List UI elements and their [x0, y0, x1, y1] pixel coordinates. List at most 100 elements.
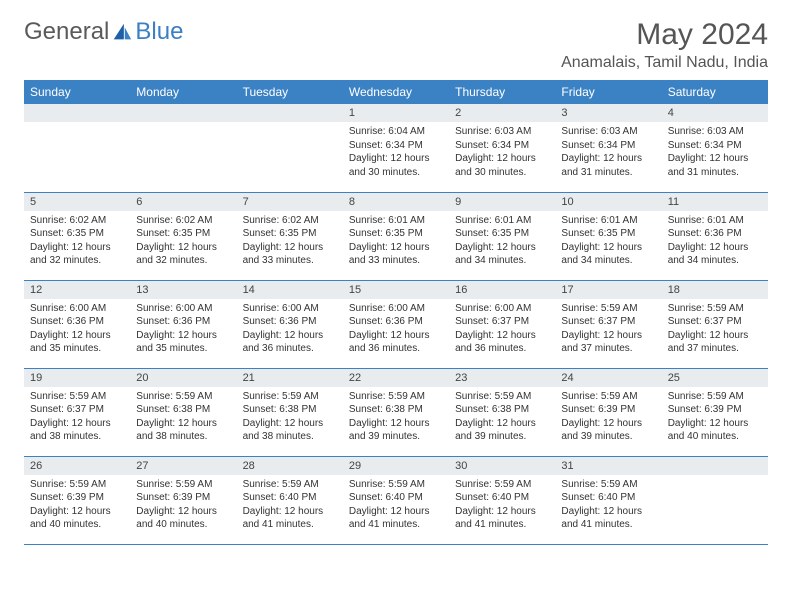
sunset-text: Sunset: 6:36 PM [349, 315, 443, 329]
day-number: 21 [237, 369, 343, 387]
weekday-header: Saturday [662, 80, 768, 104]
calendar-day-cell: 11Sunrise: 6:01 AMSunset: 6:36 PMDayligh… [662, 192, 768, 280]
day-content: Sunrise: 6:01 AMSunset: 6:35 PMDaylight:… [449, 211, 555, 274]
calendar-day-cell: 31Sunrise: 5:59 AMSunset: 6:40 PMDayligh… [555, 456, 661, 544]
day-number: 19 [24, 369, 130, 387]
day-number: 23 [449, 369, 555, 387]
sunset-text: Sunset: 6:36 PM [30, 315, 124, 329]
day-number: 4 [662, 104, 768, 122]
weekday-header: Tuesday [237, 80, 343, 104]
calendar-day-cell: 27Sunrise: 5:59 AMSunset: 6:39 PMDayligh… [130, 456, 236, 544]
day-number: 15 [343, 281, 449, 299]
sunset-text: Sunset: 6:35 PM [136, 227, 230, 241]
daylight-text: Daylight: 12 hours and 38 minutes. [243, 417, 337, 444]
calendar-week-row: 26 Sunrise: 5:59 AM Sunset: 6:39 PM Dayligh… [24, 456, 768, 544]
sunset-text: Sunset: 6:40 PM [455, 491, 549, 505]
calendar-day-cell: 20Sunrise: 5:59 AMSunset: 6:38 PMDayligh… [130, 368, 236, 456]
month-title: May 2024 [561, 18, 768, 52]
brand-part1: General [24, 18, 109, 46]
daylight-text: Daylight: 12 hours and 33 minutes. [243, 241, 337, 268]
daylight-text: Daylight: 12 hours and 35 minutes. [136, 329, 230, 356]
sunrise-text: Sunrise: 6:02 AM [136, 214, 230, 228]
daylight-text: Daylight: 12 hours and 36 minutes. [349, 329, 443, 356]
sunrise-text: Sunrise: 6:01 AM [349, 214, 443, 228]
daylight-text: Daylight: 12 hours and 35 minutes. [30, 329, 124, 356]
day-number: 9 [449, 193, 555, 211]
day-content: Sunrise: 6:02 AMSunset: 6:35 PMDaylight:… [130, 211, 236, 274]
sunrise-text: Sunrise: 6:01 AM [455, 214, 549, 228]
sunset-text: Sunset: 6:38 PM [243, 403, 337, 417]
sunset-text: Sunset: 6:34 PM [668, 139, 762, 153]
sunset-text: Sunset: 6:34 PM [561, 139, 655, 153]
sunset-text: Sunset: 6:35 PM [30, 227, 124, 241]
sunrise-text: Sunrise: 6:03 AM [455, 125, 549, 139]
day-content: Sunrise: 6:00 AMSunset: 6:36 PMDaylight:… [24, 299, 130, 362]
day-content: Sunrise: 6:00 AMSunset: 6:36 PMDaylight:… [343, 299, 449, 362]
sunset-text: Sunset: 6:40 PM [349, 491, 443, 505]
daylight-text: Daylight: 12 hours and 39 minutes. [455, 417, 549, 444]
daylight-text: Daylight: 12 hours and 41 minutes. [349, 505, 443, 532]
calendar-day-cell: 29Sunrise: 5:59 AMSunset: 6:40 PMDayligh… [343, 456, 449, 544]
day-number: 2 [449, 104, 555, 122]
day-number: 24 [555, 369, 661, 387]
calendar-head: SundayMondayTuesdayWednesdayThursdayFrid… [24, 80, 768, 104]
calendar-day-cell: 18Sunrise: 5:59 AMSunset: 6:37 PMDayligh… [662, 280, 768, 368]
day-number [24, 104, 130, 122]
day-content: Sunrise: 5:59 AMSunset: 6:37 PMDaylight:… [24, 387, 130, 450]
sunset-text: Sunset: 6:39 PM [561, 403, 655, 417]
day-content: Sunrise: 5:59 AMSunset: 6:40 PMDaylight:… [555, 475, 661, 538]
sunset-text: Sunset: 6:36 PM [668, 227, 762, 241]
calendar-day-cell: 13Sunrise: 6:00 AMSunset: 6:36 PMDayligh… [130, 280, 236, 368]
daylight-text: Daylight: 12 hours and 40 minutes. [30, 505, 124, 532]
weekday-header-row: SundayMondayTuesdayWednesdayThursdayFrid… [24, 80, 768, 104]
day-number: 10 [555, 193, 661, 211]
sunset-text: Sunset: 6:38 PM [136, 403, 230, 417]
daylight-text: Daylight: 12 hours and 31 minutes. [668, 152, 762, 179]
sunset-text: Sunset: 6:39 PM [668, 403, 762, 417]
day-number: 6 [130, 193, 236, 211]
sunset-text: Sunset: 6:39 PM [136, 491, 230, 505]
day-number [130, 104, 236, 122]
calendar-day-cell: 12Sunrise: 6:00 AMSunset: 6:36 PMDayligh… [24, 280, 130, 368]
calendar-week-row: 5Sunrise: 6:02 AMSunset: 6:35 PMDaylight… [24, 192, 768, 280]
day-content: Sunrise: 6:03 AMSunset: 6:34 PMDaylight:… [662, 122, 768, 185]
calendar-day-cell: 19Sunrise: 5:59 AMSunset: 6:37 PMDayligh… [24, 368, 130, 456]
sunset-text: Sunset: 6:38 PM [349, 403, 443, 417]
sunrise-text: Sunrise: 5:59 AM [561, 390, 655, 404]
sunset-text: Sunset: 6:37 PM [455, 315, 549, 329]
sunrise-text: Sunrise: 5:59 AM [455, 478, 549, 492]
day-number: 3 [555, 104, 661, 122]
day-number: 20 [130, 369, 236, 387]
calendar-day-cell: 10Sunrise: 6:01 AMSunset: 6:35 PMDayligh… [555, 192, 661, 280]
day-number: 11 [662, 193, 768, 211]
sunrise-text: Sunrise: 6:02 AM [30, 214, 124, 228]
day-content: Sunrise: 5:59 AMSunset: 6:38 PMDaylight:… [237, 387, 343, 450]
sunrise-text: Sunrise: 5:59 AM [243, 478, 337, 492]
daylight-text: Daylight: 12 hours and 37 minutes. [561, 329, 655, 356]
sunrise-text: Sunrise: 5:59 AM [349, 390, 443, 404]
sunset-text: Sunset: 6:40 PM [243, 491, 337, 505]
calendar-day-cell [24, 104, 130, 192]
day-number: 31 [555, 457, 661, 475]
calendar-week-row: 19Sunrise: 5:59 AMSunset: 6:37 PMDayligh… [24, 368, 768, 456]
sunrise-text: Sunrise: 6:01 AM [668, 214, 762, 228]
sunset-text: Sunset: 6:37 PM [30, 403, 124, 417]
day-content: Sunrise: 6:02 AMSunset: 6:35 PMDaylight:… [24, 211, 130, 274]
sunset-text: Sunset: 6:37 PM [668, 315, 762, 329]
day-number [662, 457, 768, 475]
day-content: Sunrise: 6:00 AMSunset: 6:36 PMDaylight:… [130, 299, 236, 362]
daylight-text: Daylight: 12 hours and 40 minutes. [668, 417, 762, 444]
day-content: Sunrise: 5:59 AMSunset: 6:39 PMDaylight:… [662, 387, 768, 450]
sunrise-text: Sunrise: 6:01 AM [561, 214, 655, 228]
sunset-text: Sunset: 6:36 PM [136, 315, 230, 329]
calendar-day-cell: 24Sunrise: 5:59 AMSunset: 6:39 PMDayligh… [555, 368, 661, 456]
day-number: 8 [343, 193, 449, 211]
day-number: 26 [24, 457, 130, 475]
sunset-text: Sunset: 6:40 PM [561, 491, 655, 505]
day-content: Sunrise: 5:59 AMSunset: 6:38 PMDaylight:… [343, 387, 449, 450]
day-content: Sunrise: 6:04 AMSunset: 6:34 PMDaylight:… [343, 122, 449, 185]
day-number: 18 [662, 281, 768, 299]
sail-icon [111, 21, 133, 43]
brand-part2: Blue [135, 18, 183, 46]
daylight-text: Daylight: 12 hours and 34 minutes. [561, 241, 655, 268]
